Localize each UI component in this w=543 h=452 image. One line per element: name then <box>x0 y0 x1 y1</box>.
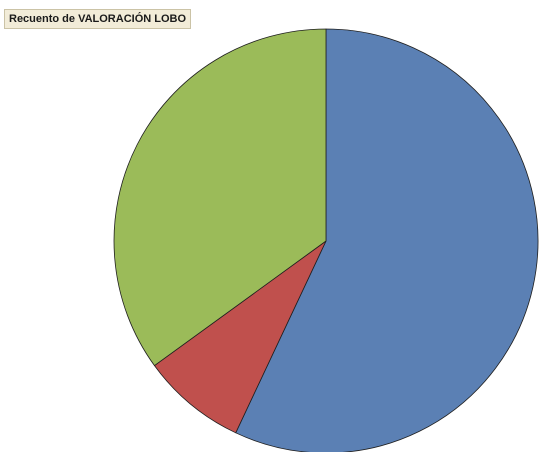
pie-slice-1 <box>235 28 539 452</box>
pie-slices <box>113 28 539 452</box>
chart-title: Recuento de VALORACIÓN LOBO <box>4 9 192 29</box>
pie-slice-2 <box>154 240 327 434</box>
pie-slice-3 <box>113 28 327 367</box>
